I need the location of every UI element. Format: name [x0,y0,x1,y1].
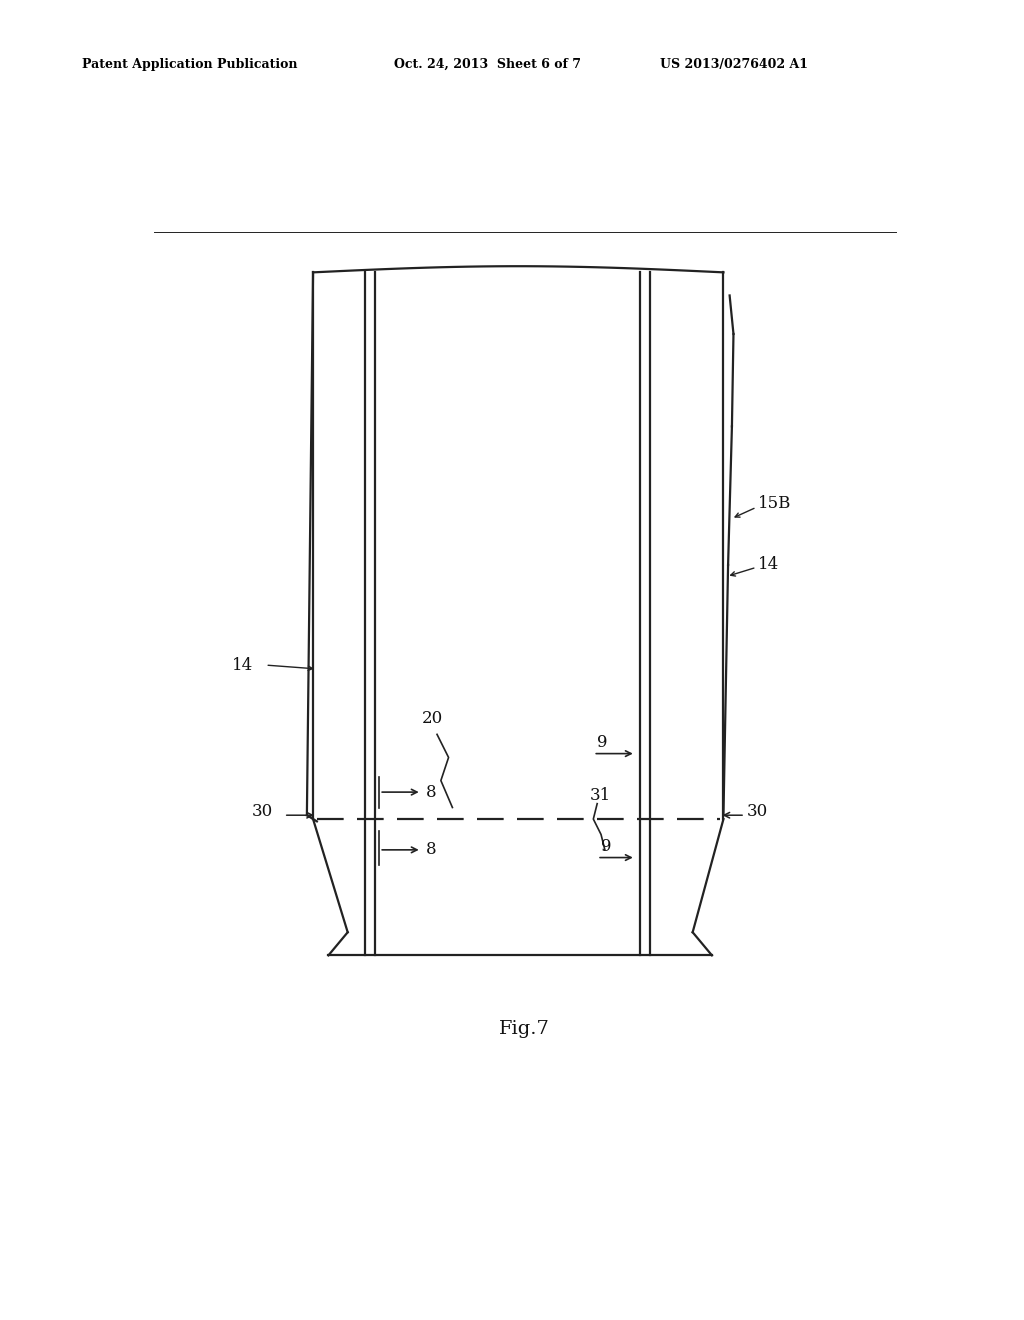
Text: 30: 30 [252,803,272,820]
Text: 8: 8 [425,784,436,801]
Text: 14: 14 [232,656,254,673]
Text: US 2013/0276402 A1: US 2013/0276402 A1 [660,58,809,71]
Text: 15B: 15B [758,495,792,512]
Text: 14: 14 [758,557,779,573]
Text: 30: 30 [746,803,768,820]
Text: 8: 8 [425,841,436,858]
Text: 31: 31 [590,788,610,804]
Text: Patent Application Publication: Patent Application Publication [82,58,297,71]
Text: Fig.7: Fig.7 [500,1019,550,1038]
Text: 20: 20 [422,710,442,727]
Text: Oct. 24, 2013  Sheet 6 of 7: Oct. 24, 2013 Sheet 6 of 7 [394,58,582,71]
Text: 9: 9 [597,734,607,751]
Text: 9: 9 [601,838,611,855]
